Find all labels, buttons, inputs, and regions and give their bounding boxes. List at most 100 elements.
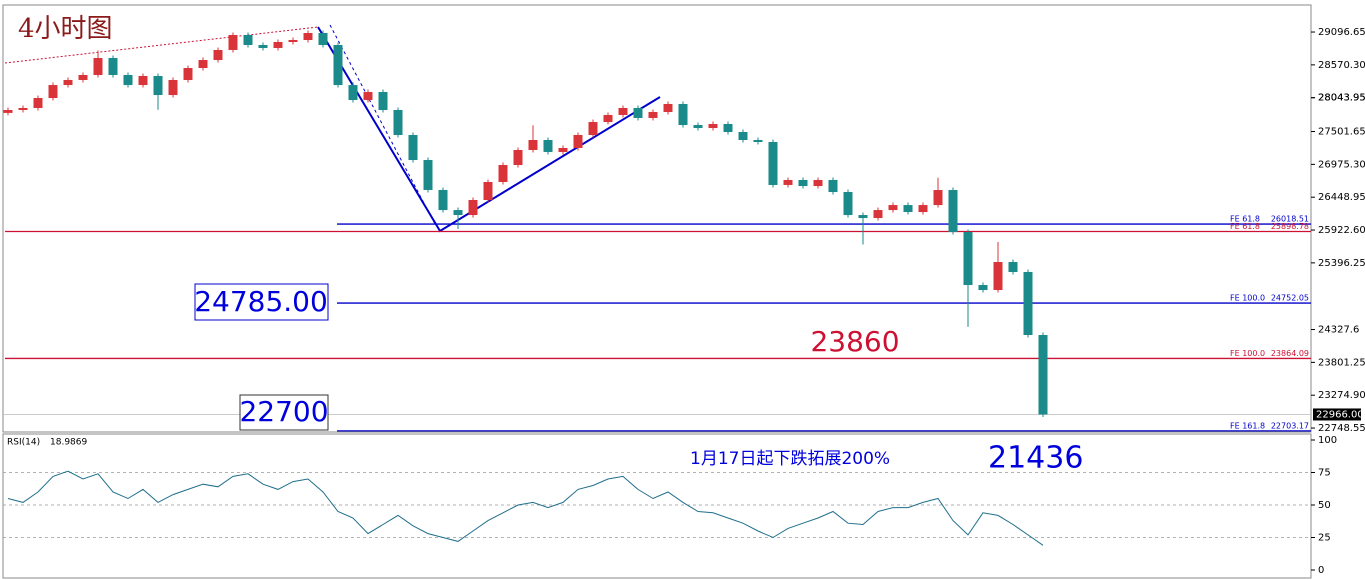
price-panel: [2, 4, 1312, 433]
rsi-line: [7, 470, 1044, 546]
trend-line: [329, 24, 437, 227]
candle-body: [873, 210, 883, 219]
rsi-tick-label: 25: [1318, 533, 1331, 544]
plot-layer: 29096.65 28570.30 28043.95 27501.65 26975.30…: [3, 27, 1365, 576]
candle-body: [993, 262, 1003, 291]
candle-body: [273, 41, 283, 48]
candle-body: [693, 125, 703, 129]
annotation: 22700: [239, 395, 328, 428]
level-name: FE 161.8: [1230, 421, 1265, 430]
y-tick-label: 28043.95: [1318, 93, 1365, 104]
candle-body: [1023, 271, 1033, 335]
candle-body: [723, 124, 733, 133]
level-value: 25898.78: [1271, 222, 1309, 231]
candle-body: [573, 135, 583, 148]
rsi-name: RSI(14): [7, 438, 40, 448]
candle-body: [468, 200, 478, 216]
candle-body: [843, 192, 853, 216]
candle-body: [978, 285, 988, 291]
candle-body: [768, 141, 778, 185]
level-name: FE 61.8: [1230, 215, 1260, 224]
y-tick-label: 26448.95: [1318, 192, 1365, 203]
annotation: 23860: [810, 325, 899, 358]
candle-body: [123, 74, 133, 86]
y-tick-label: 28043.95: [1318, 93, 1365, 104]
candle-body: [618, 107, 628, 115]
candle-body: [798, 179, 808, 187]
y-tick-label: 27501.65: [1318, 127, 1365, 138]
candle-body: [318, 33, 328, 45]
annotation: 1月17日起下跌拓展200%: [690, 449, 890, 469]
candle-body: [378, 92, 388, 110]
candle-body: [513, 149, 523, 166]
rsi-panel: [2, 433, 1312, 579]
candle-body: [588, 122, 598, 136]
candle-body: [828, 179, 838, 193]
candle-body: [678, 103, 688, 126]
level-value: 22703.17: [1271, 421, 1309, 430]
candle-body: [48, 85, 58, 99]
y-tick-label: 23274.90: [1318, 390, 1365, 401]
candle-body: [633, 107, 643, 118]
candle-body: [63, 79, 73, 86]
candle-body: [783, 179, 793, 185]
candle-body: [183, 68, 193, 80]
candle-body: [78, 74, 88, 80]
candle-body: [3, 109, 13, 113]
candle-body: [948, 190, 958, 233]
candle-body: [903, 205, 913, 213]
candle-body: [603, 114, 613, 123]
candle-body: [438, 189, 448, 211]
candle-body: [198, 60, 208, 69]
candle-body: [228, 35, 238, 50]
candle-body: [423, 160, 433, 190]
candle-body: [108, 58, 118, 75]
level-name: FE 100.0: [1230, 294, 1265, 303]
level-value: 24752.05: [1271, 294, 1309, 303]
annotation-box: [194, 283, 329, 321]
y-tick-label: 28570.30: [1318, 60, 1365, 71]
level-value: 23864.09: [1271, 349, 1309, 358]
candle-body: [168, 79, 178, 96]
candle-body: [243, 35, 253, 45]
candle-body: [813, 179, 823, 187]
candle-body: [18, 107, 28, 110]
candle-body: [498, 165, 508, 182]
y-tick-label: 29096.65: [1318, 27, 1365, 38]
candle-body: [33, 98, 43, 108]
level-name: FE 100.0: [1230, 349, 1265, 358]
candle-body: [708, 124, 718, 129]
candle-body: [483, 181, 493, 201]
level-name: FE 61.8: [1230, 222, 1260, 231]
candle-body: [153, 75, 163, 96]
candle-body: [333, 44, 343, 86]
candle-body: [1038, 334, 1048, 415]
y-tick-label: 23801.25: [1318, 357, 1365, 368]
candle-body: [738, 132, 748, 140]
candle-body: [918, 205, 928, 213]
candle-body: [528, 139, 538, 150]
last-price-label: 22966.00: [1316, 409, 1364, 420]
candle-body: [963, 232, 973, 286]
candle-body: [1008, 262, 1018, 272]
chart-title: 4小时图: [18, 14, 113, 44]
candle-body: [753, 139, 763, 142]
rsi-value: 18.9869: [50, 438, 87, 448]
candle-body: [93, 58, 103, 75]
annotation: 21436: [988, 441, 1083, 476]
candle-body: [663, 103, 673, 112]
trend-line: [4, 26, 319, 64]
y-tick-label: 22748.55: [1318, 423, 1365, 434]
candle-body: [288, 39, 298, 42]
candle-body: [858, 215, 868, 219]
candle-body: [258, 44, 268, 48]
candle-body: [393, 109, 403, 136]
candle-body: [348, 85, 358, 101]
candle-body: [213, 49, 223, 61]
candle-body: [648, 111, 658, 118]
rsi-tick-label: 50: [1318, 500, 1331, 511]
candle-body: [363, 92, 373, 101]
rsi-tick-label: 75: [1318, 468, 1331, 479]
y-tick-label: 25396.25: [1318, 258, 1365, 269]
